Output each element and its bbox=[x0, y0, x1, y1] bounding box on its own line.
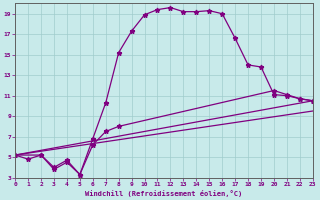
X-axis label: Windchill (Refroidissement éolien,°C): Windchill (Refroidissement éolien,°C) bbox=[85, 190, 243, 197]
